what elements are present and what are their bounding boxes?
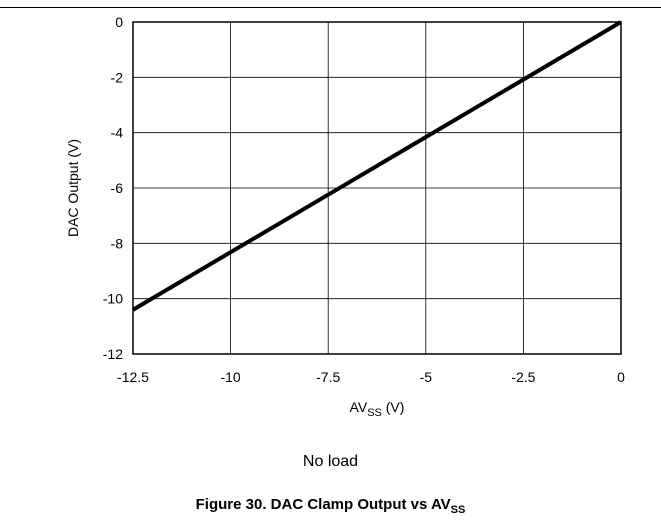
x-tick-label: -10 <box>220 369 240 385</box>
x-tick-label: 0 <box>617 369 625 385</box>
y-tick-label: -2 <box>111 69 124 85</box>
plot-frame <box>132 21 622 355</box>
caption-text: Figure 30. DAC Clamp Output vs AV <box>195 496 451 513</box>
x-axis-label: AVSS (V) <box>350 399 405 419</box>
caption-subscript: SS <box>450 504 466 516</box>
y-tick-label: -6 <box>111 180 124 196</box>
series-group <box>131 20 623 312</box>
x-tick-label: -12.5 <box>117 369 149 385</box>
x-axis-label-unit: (V) <box>382 399 405 415</box>
y-axis-label: DAC Output (V) <box>65 139 81 237</box>
y-tick-labels: 0 -2 -4 -6 -8 -10 -12 <box>103 14 123 362</box>
x-axis-label-main: AV <box>350 399 368 415</box>
y-tick-label: -12 <box>103 346 123 362</box>
series-line-0 <box>131 20 623 312</box>
y-tick-label: -10 <box>103 291 123 307</box>
x-tick-labels: -12.5 -10 -7.5 -5 -2.5 0 <box>117 369 625 385</box>
x-tick-label: -2.5 <box>511 369 535 385</box>
x-tick-label: -7.5 <box>316 369 340 385</box>
dac-clamp-chart: 0 -2 -4 -6 -8 -10 -12 -12.5 -10 -7.5 -5 -2.5 0 DAC … <box>65 14 625 419</box>
y-tick-label: -4 <box>111 125 124 141</box>
top-rule <box>0 7 661 8</box>
figure-caption: Figure 30. DAC Clamp Output vs AVSS <box>0 496 661 516</box>
y-tick-label: 0 <box>115 14 123 30</box>
condition-note: No load <box>302 453 359 470</box>
x-axis-label-sub: SS <box>367 407 382 419</box>
y-tick-label: -8 <box>111 235 124 251</box>
x-tick-label: -5 <box>420 369 433 385</box>
